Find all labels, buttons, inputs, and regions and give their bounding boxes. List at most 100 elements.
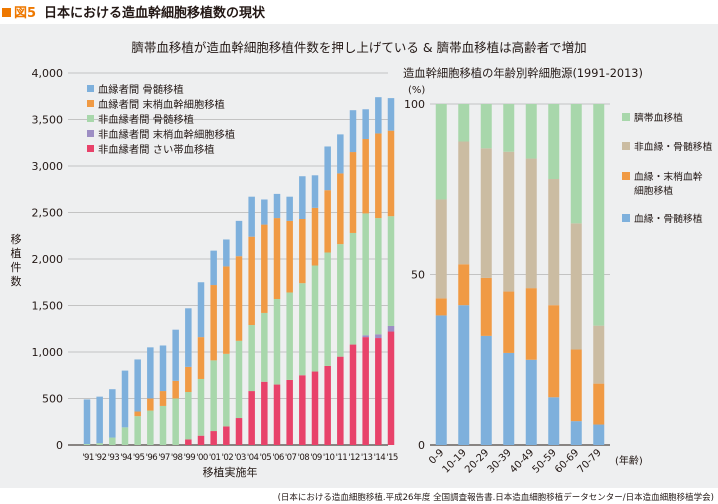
left-bar-segment (362, 109, 369, 140)
left-x-tick-label: '99 (184, 453, 196, 463)
left-bar-segment (273, 218, 281, 299)
left-bar-segment (324, 146, 331, 191)
left-bar-segment (311, 371, 319, 445)
left-bar-segment (362, 335, 369, 338)
left-x-tick-label: '98 (171, 453, 183, 463)
left-x-tick-label: '94 (120, 453, 132, 463)
left-bar-segment (83, 399, 91, 445)
left-bar-segment (197, 378, 205, 436)
figure-title: 日本における造血幹細胞移植数の現状 (44, 5, 266, 21)
right-legend-swatch (622, 142, 630, 150)
left-bar-segment (172, 380, 179, 399)
right-x-tick-label: 20-29 (463, 447, 491, 475)
left-bar-segment (121, 427, 129, 445)
left-bar-segment (96, 443, 103, 445)
left-bar-segment (375, 338, 382, 445)
left-y-axis-label: 数 (11, 275, 22, 288)
left-bar-segment (134, 411, 141, 417)
left-bar-segment (311, 265, 319, 372)
left-bar-segment (273, 384, 281, 445)
right-bar-segment (570, 223, 582, 350)
right-bar-segment (458, 264, 470, 306)
left-bar-segment (210, 285, 217, 361)
left-bar-segment (337, 356, 344, 445)
left-bar-segment (299, 176, 306, 220)
left-bar-segment (299, 283, 306, 376)
left-x-tick-label: '03 (234, 453, 246, 463)
left-y-axis-label: 件 (11, 261, 22, 274)
left-bar-segment (210, 360, 217, 432)
left-bar-segment (235, 340, 243, 419)
right-bar-segment (435, 199, 447, 299)
left-bar-segment (324, 190, 331, 253)
left-bar-segment (362, 337, 369, 445)
left-bar-segment (375, 218, 382, 335)
left-x-tick-label: '02 (222, 453, 234, 463)
left-x-tick-label: '09 (310, 453, 322, 463)
left-bar-segment (109, 389, 116, 438)
right-y-tick-label: 0 (418, 439, 425, 452)
left-bar-segment (273, 298, 281, 385)
left-bar-segment (223, 353, 230, 427)
left-bar-segment (197, 337, 205, 379)
left-x-tick-label: '93 (108, 453, 120, 463)
left-bar-segment (147, 398, 154, 411)
right-x-axis-label: (年齢) (615, 454, 643, 467)
left-bar-segment (261, 381, 268, 445)
right-bar-segment (570, 421, 582, 445)
right-bar-segment (548, 397, 560, 445)
right-bar-segment (593, 104, 605, 326)
left-x-tick-label: '95 (133, 453, 145, 463)
left-bar-segment (261, 312, 268, 382)
right-bar-segment (525, 104, 537, 159)
left-x-tick-label: '91 (82, 453, 94, 463)
left-bar-segment (147, 347, 154, 399)
left-bar-segment (273, 193, 281, 219)
right-y-tick-label: 100 (404, 98, 425, 111)
left-bar-segment (109, 437, 116, 445)
left-bar-segment (387, 325, 395, 332)
right-bar-segment (458, 305, 470, 445)
left-x-tick-label: '13 (361, 453, 373, 463)
left-legend-label: 非血縁者間 骨髄移植 (98, 113, 194, 126)
left-y-axis-label: 植 (11, 246, 22, 260)
right-bar-segment (480, 335, 492, 445)
left-bar-segment (337, 134, 344, 174)
left-bar-segment (299, 219, 306, 284)
left-bar-segment (197, 435, 205, 445)
left-legend-label: 非血縁者間 さい帯血移植 (98, 143, 215, 156)
left-x-tick-label: '05 (260, 453, 272, 463)
left-bar-segment (185, 308, 192, 367)
left-bar-segment (159, 345, 167, 392)
left-y-axis-label: 移 (11, 233, 22, 246)
left-bar-segment (223, 426, 230, 445)
left-bar-segment (286, 379, 293, 445)
right-chart-title: 造血幹細胞移植の年齢別幹細胞源(1991-2013) (403, 66, 643, 80)
left-bar-segment (311, 175, 319, 208)
left-y-tick-label: 4,000 (32, 67, 64, 80)
left-bar-segment (83, 444, 91, 445)
left-bar-segment (261, 199, 268, 225)
right-bar-segment (525, 158, 537, 289)
right-bar-segment (548, 104, 560, 180)
left-bar-segment (387, 331, 395, 445)
right-bar-segment (525, 359, 537, 445)
right-bar-segment (593, 383, 605, 425)
left-bar-segment (324, 365, 331, 445)
left-bar-segment (375, 97, 382, 134)
figure-marker (2, 7, 11, 17)
left-x-tick-label: '07 (285, 453, 297, 463)
left-bar-segment (235, 256, 243, 341)
left-bar-segment (349, 344, 357, 445)
left-bar-segment (121, 370, 129, 428)
left-bar-segment (286, 292, 293, 380)
left-bar-segment (349, 152, 357, 233)
right-bar-segment (503, 291, 515, 353)
left-legend-swatch (87, 115, 94, 122)
left-bar-segment (286, 196, 293, 221)
right-x-tick-label: 70-79 (576, 447, 604, 475)
left-bar-segment (248, 196, 255, 237)
left-bar-segment (197, 282, 205, 338)
left-bar-segment (248, 391, 255, 445)
left-bar-segment (362, 213, 369, 336)
